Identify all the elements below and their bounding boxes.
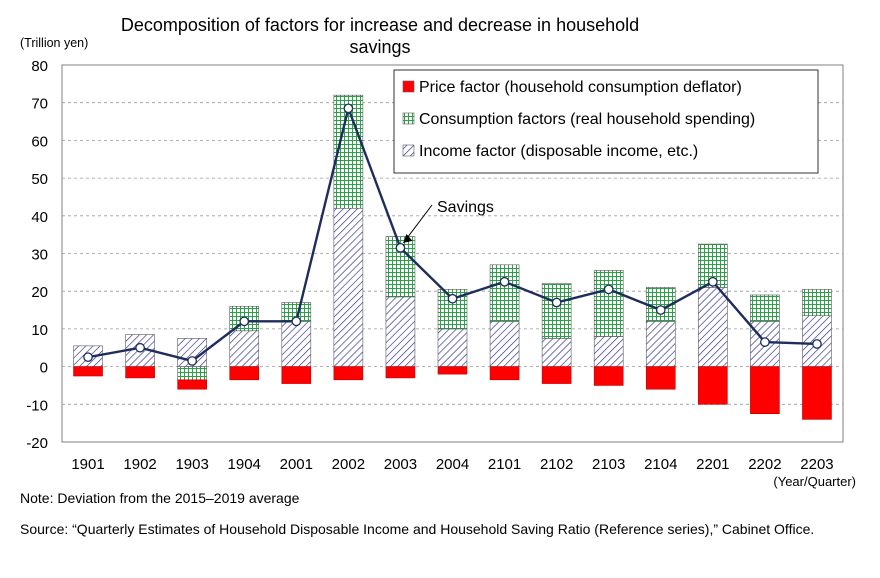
price-factor-bar — [125, 366, 155, 379]
x-tick-label: 2104 — [644, 456, 677, 473]
savings-point — [760, 337, 770, 347]
stacked-bar-line-chart: 80 70 60 50 40 30 20 10 0 -10 -20 1901 1902 1903 1904 2… — [26, 58, 856, 489]
consumption-factor-bar — [593, 270, 624, 337]
income-factor-bar — [437, 328, 468, 367]
x-tick-label: 1902 — [123, 456, 156, 473]
price-factor-bar — [593, 366, 624, 386]
savings-point — [707, 276, 718, 287]
income-factor-bar — [698, 287, 728, 367]
x-tick-label: 2004 — [436, 456, 469, 473]
consumption-factor-bar — [750, 294, 780, 322]
savings-point — [239, 316, 250, 327]
price-factor-bar — [229, 366, 260, 381]
price-factor-bar — [541, 366, 572, 384]
savings-point — [603, 284, 614, 295]
x-tick-label: 2002 — [332, 456, 365, 473]
x-tick-label: 1901 — [71, 456, 104, 473]
chart-title: Decomposition of factors for increase an… — [120, 15, 640, 57]
y-tick-label: 20 — [31, 284, 48, 301]
x-tick-label: 2102 — [540, 456, 573, 473]
savings-point — [343, 103, 354, 114]
income-factor-bar — [333, 207, 364, 367]
legend-label: Income factor (disposable income, etc.) — [419, 143, 698, 160]
consumption-factor-bar — [489, 264, 520, 322]
legend-swatch — [402, 80, 415, 93]
price-factor-bar — [73, 366, 103, 377]
x-tick-label: 2103 — [592, 456, 625, 473]
income-factor-bar — [541, 338, 572, 367]
legend-label: Price factor (household consumption defl… — [419, 79, 742, 96]
y-tick-label: 40 — [31, 209, 48, 226]
y-tick-label: 0 — [40, 360, 48, 377]
y-tick-label: 50 — [31, 171, 48, 188]
chart-source: Source: “Quarterly Estimates of Househol… — [20, 521, 815, 537]
legend-swatch — [402, 112, 415, 125]
savings-point — [83, 352, 93, 363]
price-factor-bar — [645, 366, 676, 390]
y-tick-label: 80 — [31, 58, 48, 75]
x-tick-label: 2101 — [488, 456, 521, 473]
savings-point — [551, 297, 562, 308]
consumption-factor-bar — [802, 289, 832, 317]
income-factor-bar — [229, 330, 260, 367]
x-tick-label: 2202 — [748, 456, 781, 473]
price-factor-bar — [437, 366, 468, 375]
y-tick-label: -20 — [26, 435, 48, 452]
annotation-arrow-head — [403, 233, 413, 243]
savings-point — [499, 276, 510, 287]
x-tick-label: 1903 — [175, 456, 208, 473]
price-factor-bar — [385, 366, 416, 379]
chart-note: Note: Deviation from the 2015–2019 avera… — [20, 490, 300, 506]
price-factor-bar — [489, 366, 520, 381]
price-factor-bar — [802, 366, 832, 420]
y-tick-label: 60 — [31, 133, 48, 150]
y-axis-unit-label: (Trillion yen) — [20, 36, 89, 50]
income-factor-bar — [489, 321, 520, 367]
income-factor-bar — [645, 321, 676, 367]
y-tick-label: 10 — [31, 322, 48, 339]
consumption-factor-bar — [177, 366, 207, 381]
price-factor-bar — [750, 366, 780, 415]
x-tick-label: 2001 — [280, 456, 313, 473]
x-tick-label: 2203 — [800, 456, 833, 473]
income-factor-bar — [281, 321, 312, 367]
price-factor-bar — [698, 366, 728, 405]
y-tick-label: 70 — [31, 96, 48, 113]
x-tick-label: 2201 — [696, 456, 729, 473]
savings-point — [291, 316, 302, 327]
legend-box — [393, 69, 819, 174]
x-axis-label: (Year/Quarter) — [773, 474, 856, 489]
price-factor-bar — [281, 366, 312, 384]
y-tick-label: 30 — [31, 247, 48, 264]
consumption-factor-bar — [541, 283, 572, 339]
savings-point — [655, 305, 666, 315]
savings-point — [135, 342, 145, 353]
price-factor-bar — [333, 366, 364, 381]
legend-label: Consumption factors (real household spen… — [419, 111, 755, 128]
income-factor-bar — [385, 296, 416, 367]
x-tick-label: 1904 — [228, 456, 261, 473]
price-factor-bar — [177, 379, 207, 390]
savings-point — [447, 293, 458, 304]
savings-annotation: Savings — [437, 199, 494, 216]
savings-point — [812, 339, 822, 349]
x-tick-label: 2003 — [384, 456, 417, 473]
income-factor-bar — [593, 336, 624, 367]
savings-point — [395, 242, 406, 253]
y-tick-label: -10 — [26, 397, 48, 414]
savings-point — [187, 356, 198, 366]
legend-swatch — [402, 144, 415, 157]
